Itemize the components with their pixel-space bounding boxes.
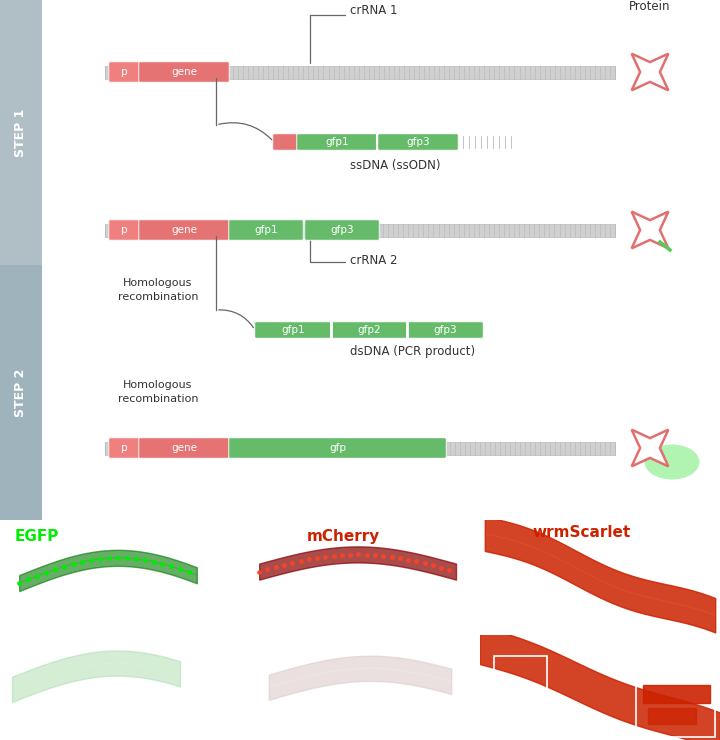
FancyBboxPatch shape [139,438,229,458]
Bar [105,223,110,237]
Text: crRNA 2: crRNA 2 [350,254,397,266]
Text: gene: gene [171,443,197,453]
FancyBboxPatch shape [297,134,377,150]
Text: gfp3: gfp3 [330,225,354,235]
PathPatch shape [631,53,668,90]
Text: gfp1: gfp1 [282,325,305,335]
Text: STEP 1: STEP 1 [14,108,27,157]
Bar [228,442,230,454]
Text: p: p [121,443,127,453]
Text: gfp3: gfp3 [433,325,456,335]
FancyBboxPatch shape [330,322,408,338]
Bar [495,656,547,710]
FancyBboxPatch shape [255,322,331,338]
PathPatch shape [631,212,668,249]
Text: p: p [121,67,127,77]
Bar [0,265,42,520]
FancyBboxPatch shape [109,220,139,241]
Bar [636,682,715,736]
Bar [445,442,615,454]
Bar [138,442,140,454]
Bar [138,223,140,237]
Text: wrmScarlet: wrmScarlet [533,525,631,539]
FancyBboxPatch shape [139,62,229,82]
Bar [105,66,110,78]
Text: p: p [121,225,127,235]
Text: gfp3: gfp3 [406,137,430,147]
Bar [228,66,615,78]
Text: gene: gene [171,67,197,77]
Ellipse shape [644,445,700,480]
FancyBboxPatch shape [229,220,303,241]
FancyBboxPatch shape [378,134,458,150]
FancyBboxPatch shape [407,322,483,338]
Bar [228,223,230,237]
FancyBboxPatch shape [229,438,446,458]
Text: gfp2: gfp2 [357,325,381,335]
Text: ssDNA (ssODN): ssDNA (ssODN) [350,158,441,172]
Text: crRNA 1: crRNA 1 [350,4,397,16]
Text: Homologous
recombination: Homologous recombination [118,278,198,302]
Bar [138,66,140,78]
Text: STEP 2: STEP 2 [14,369,27,417]
FancyBboxPatch shape [139,220,229,241]
Text: gfp1: gfp1 [254,225,278,235]
Text: gene: gene [171,225,197,235]
FancyBboxPatch shape [109,62,139,82]
FancyBboxPatch shape [273,134,297,150]
Text: mCherry: mCherry [307,529,380,544]
Text: EGFP: EGFP [14,529,59,544]
Text: Homologous
recombination: Homologous recombination [118,380,198,403]
Text: gfp1: gfp1 [325,137,348,147]
Bar [378,223,615,237]
PathPatch shape [631,430,668,466]
Bar [0,0,42,265]
Bar [105,442,110,454]
Text: gfp: gfp [329,443,346,453]
FancyBboxPatch shape [305,220,379,241]
Text: Protein: Protein [629,0,671,13]
Text: dsDNA (PCR product): dsDNA (PCR product) [350,346,475,358]
Bar [302,223,306,237]
FancyBboxPatch shape [109,438,139,458]
